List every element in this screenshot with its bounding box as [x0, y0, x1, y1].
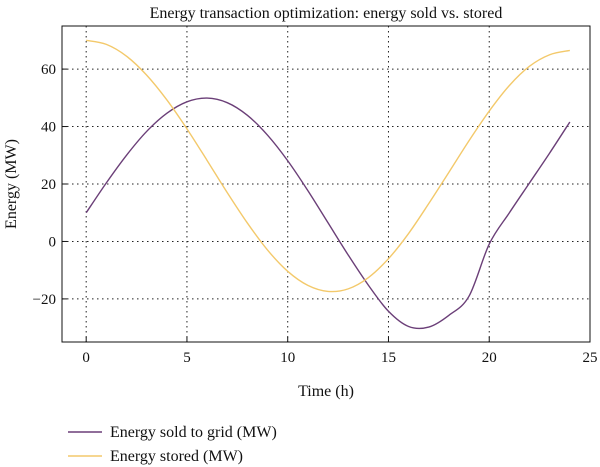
legend: Energy sold to grid (MW) Energy stored (M…: [68, 424, 277, 465]
y-tick-label: 40: [41, 120, 56, 136]
chart-title: Energy transaction optimization: energy …: [150, 5, 503, 22]
y-axis-label: Energy (MW): [3, 139, 20, 229]
axis-ticks: 0 5 10 15 20 25 −20 0 20 40 60: [33, 62, 598, 366]
y-tick-label: 60: [41, 62, 56, 78]
x-tick-label: 5: [183, 350, 191, 366]
legend-label: Energy stored (MW): [110, 448, 243, 465]
legend-label: Energy sold to grid (MW): [110, 424, 277, 441]
plot-frame: [61, 25, 591, 343]
x-tick-label: 0: [82, 350, 90, 366]
x-axis-label: Time (h): [298, 383, 354, 400]
x-tick-label: 25: [583, 350, 598, 366]
x-tick-label: 20: [482, 350, 497, 366]
x-tick-label: 10: [280, 350, 295, 366]
grid-lines: [62, 26, 590, 342]
series-lines: [85, 39, 571, 330]
x-tick-label: 15: [381, 350, 396, 366]
y-tick-label: −20: [33, 292, 56, 308]
y-tick-label: 20: [41, 177, 56, 193]
y-tick-label: 0: [49, 234, 57, 250]
series-line-1: [85, 97, 571, 330]
series-line-2: [86, 39, 570, 293]
